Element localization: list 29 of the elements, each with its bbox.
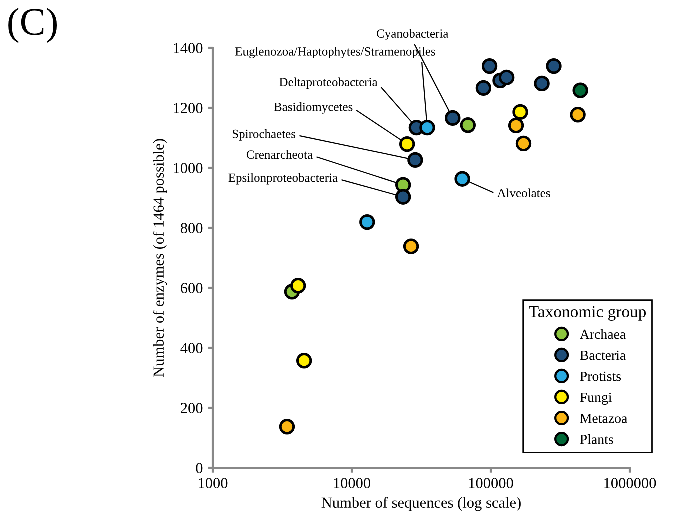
annotation: Basidiomycetes (274, 102, 353, 114)
x-axis-title: Number of sequences (log scale) (322, 497, 521, 512)
y-tick-label: 200 (181, 403, 203, 414)
annotation: Alveolates (497, 188, 550, 198)
legend-label: Protists (580, 372, 622, 382)
x-tick-label: 10000 (334, 478, 371, 488)
y-tick-label: 1200 (174, 103, 203, 114)
y-tick-label: 0 (196, 463, 203, 474)
y-tick-label: 1400 (174, 43, 203, 54)
y-tick-label: 800 (180, 223, 203, 234)
legend-title: Taxonomic group (529, 306, 646, 321)
y-tick-label: 600 (181, 283, 203, 294)
annotation: Cyanobacteria (377, 29, 449, 41)
x-tick-label: 100000 (469, 478, 514, 488)
x-tick-label: 1000 (199, 478, 228, 488)
annotation: Spirochaetes (232, 130, 296, 141)
legend-label: Plants (580, 434, 614, 444)
legend-label: Metazoa (580, 414, 628, 424)
legend-label: Archaea (580, 329, 626, 340)
text: (C) (8, 8, 58, 44)
y-tick-label: 1000 (174, 163, 203, 174)
legend-label: Bacteria (580, 350, 626, 360)
annotation: Deltaproteobacteria (280, 78, 378, 90)
annotation: Crenarcheota (246, 150, 313, 160)
y-tick-label: 400 (180, 343, 203, 354)
x-tick-label: 1000000 (604, 478, 656, 488)
annotation: Epsilonproteobacteria (228, 173, 338, 185)
y-axis-title: Number of enzymes (of 1464 possible) (153, 139, 168, 377)
legend-label: Fungi (580, 392, 612, 406)
